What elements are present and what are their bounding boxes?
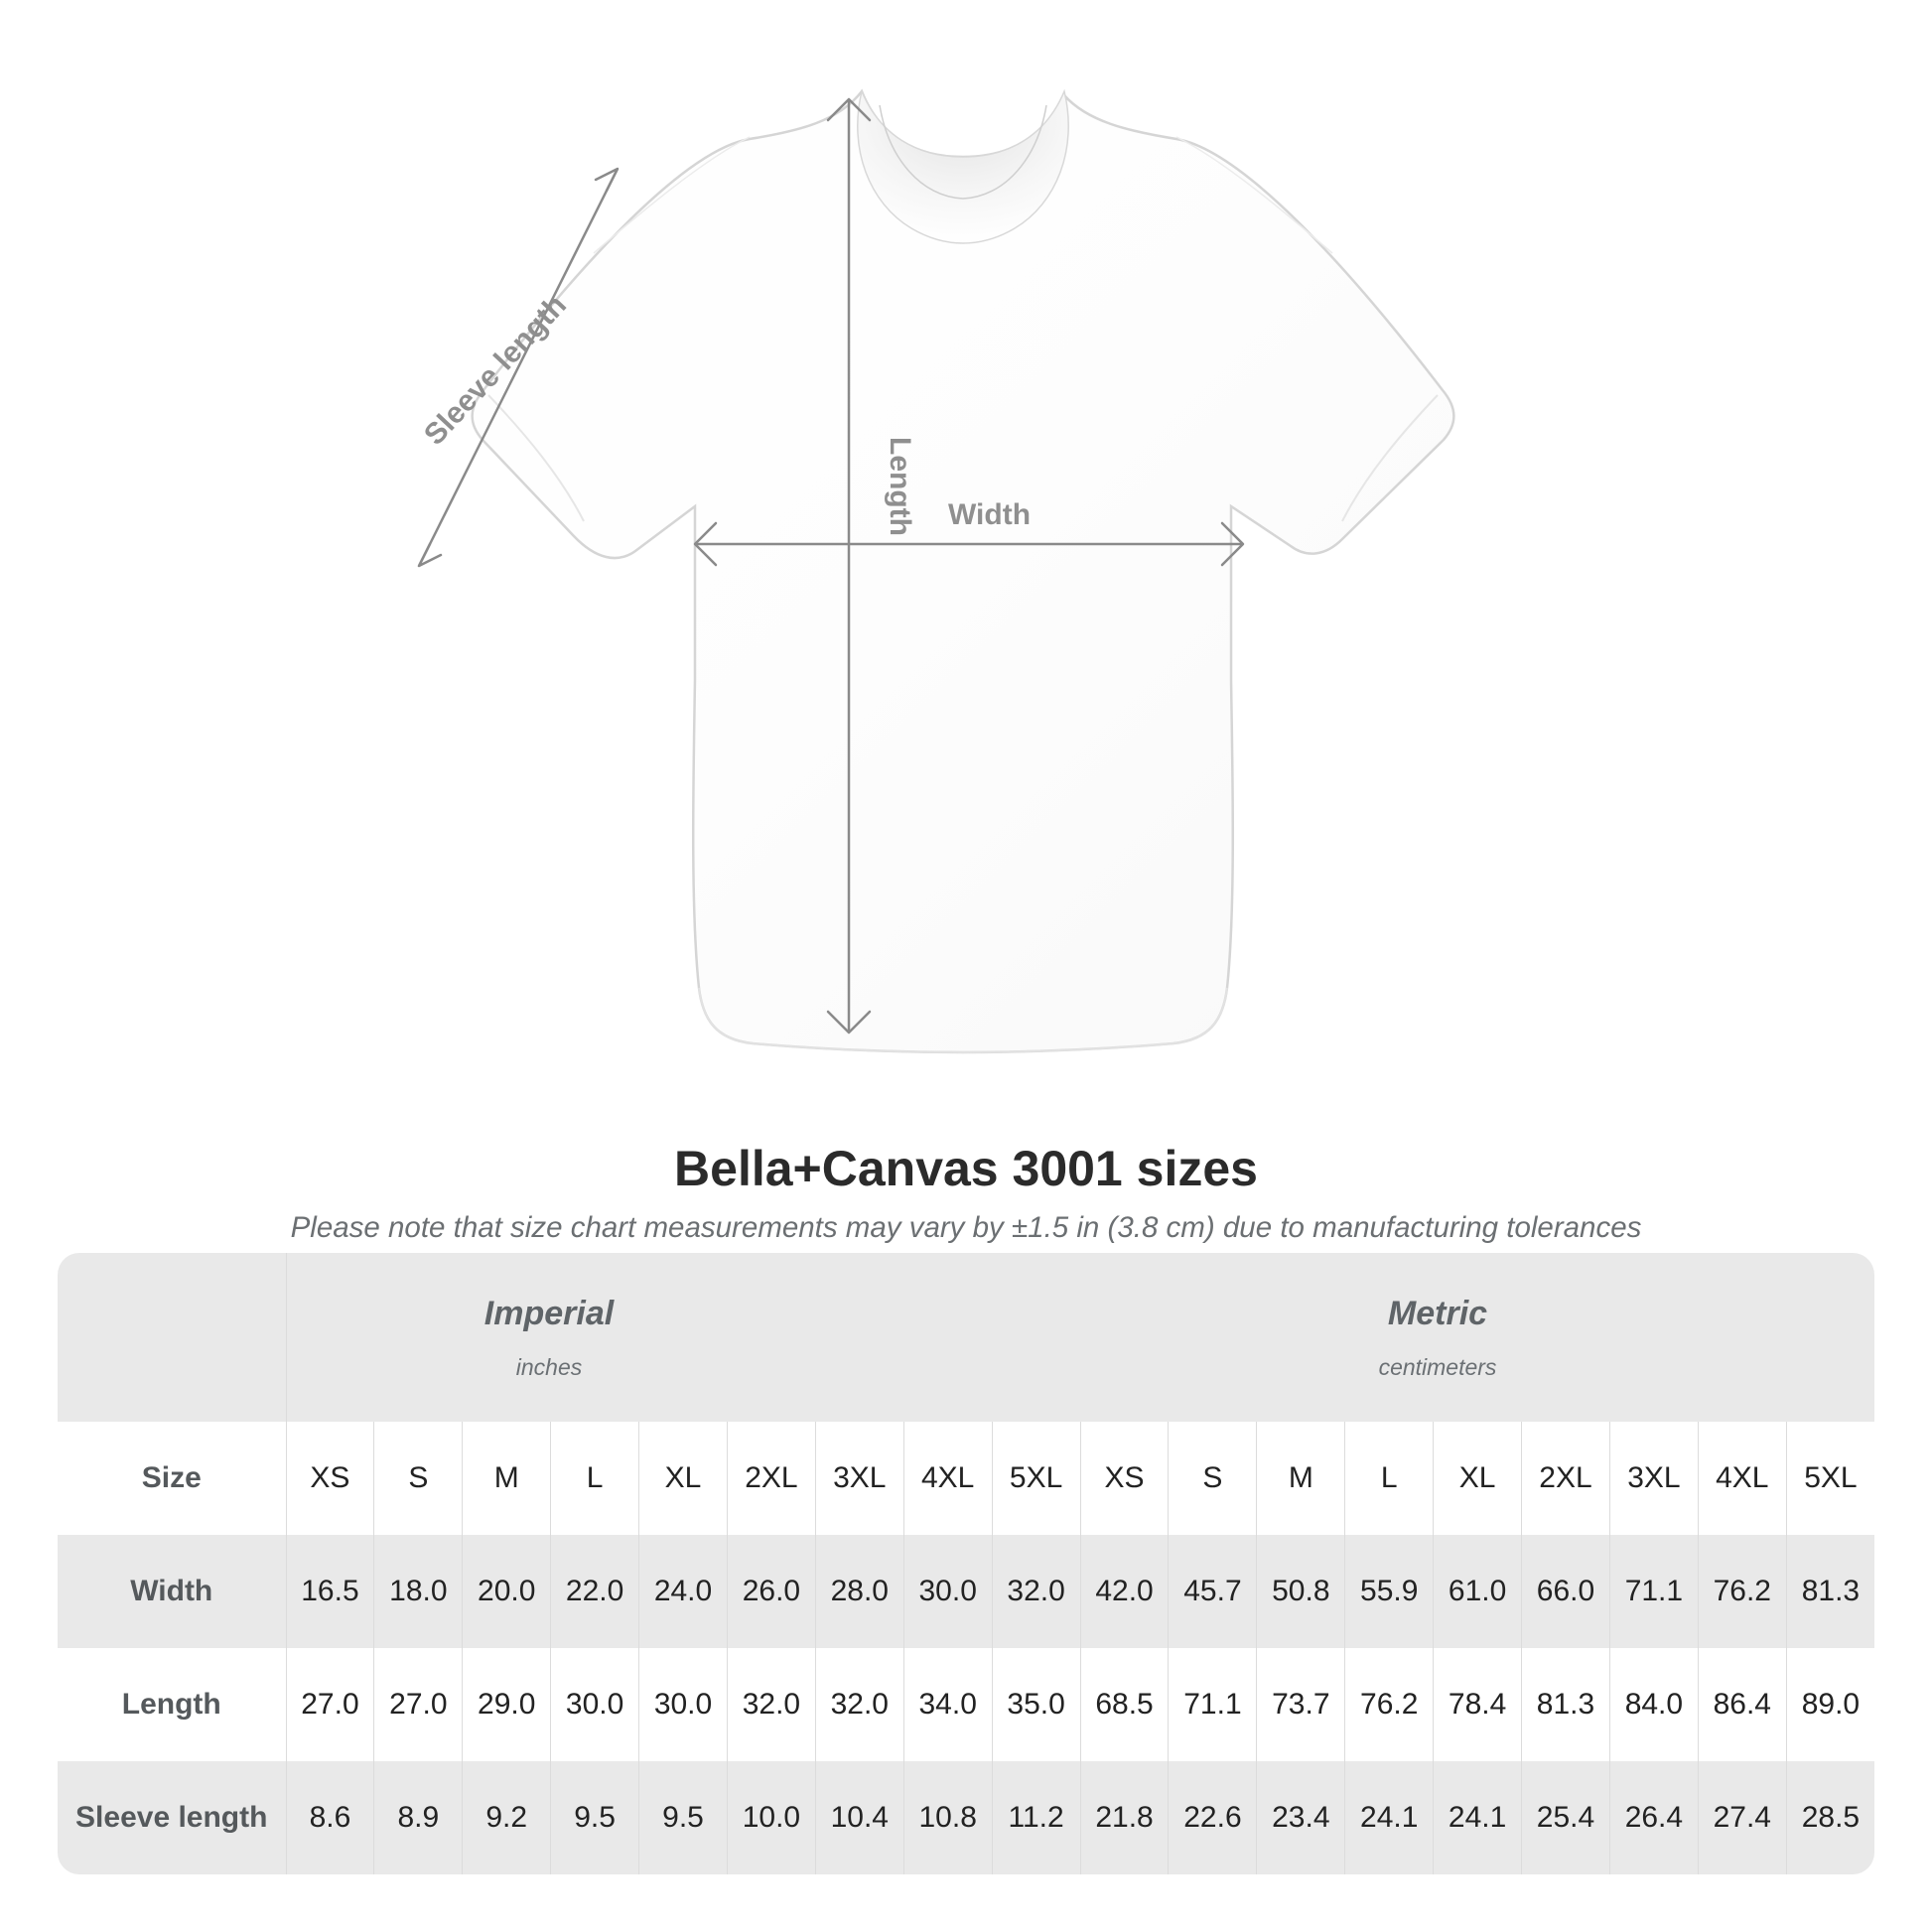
svg-text:Length: Length [884,437,916,536]
svg-text:Width: Width [948,498,1031,531]
